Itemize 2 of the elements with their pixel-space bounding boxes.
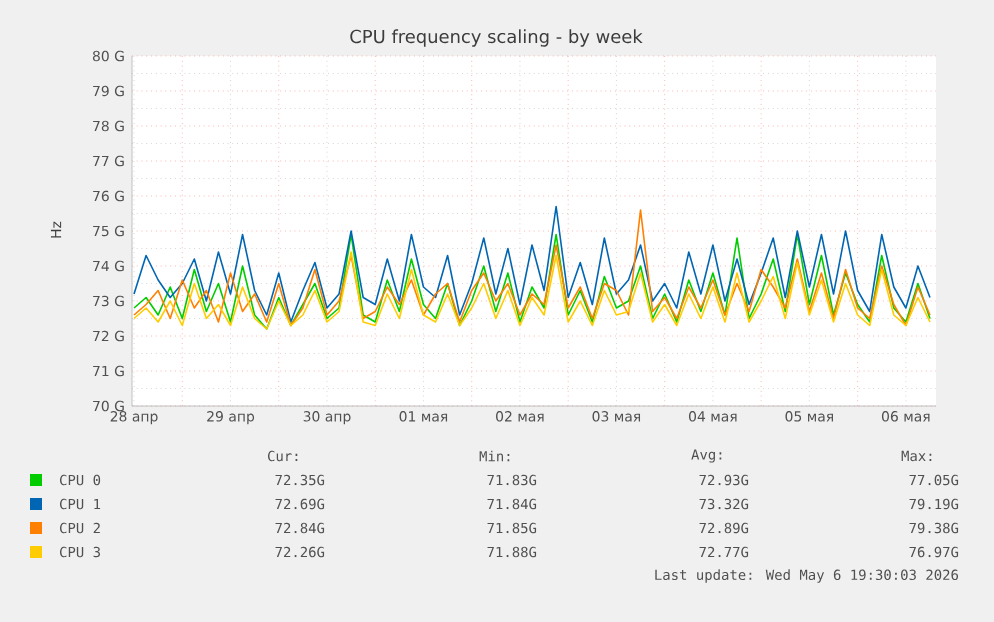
line-series <box>133 251 931 330</box>
chart-title: CPU frequency scaling - by week <box>350 29 643 47</box>
